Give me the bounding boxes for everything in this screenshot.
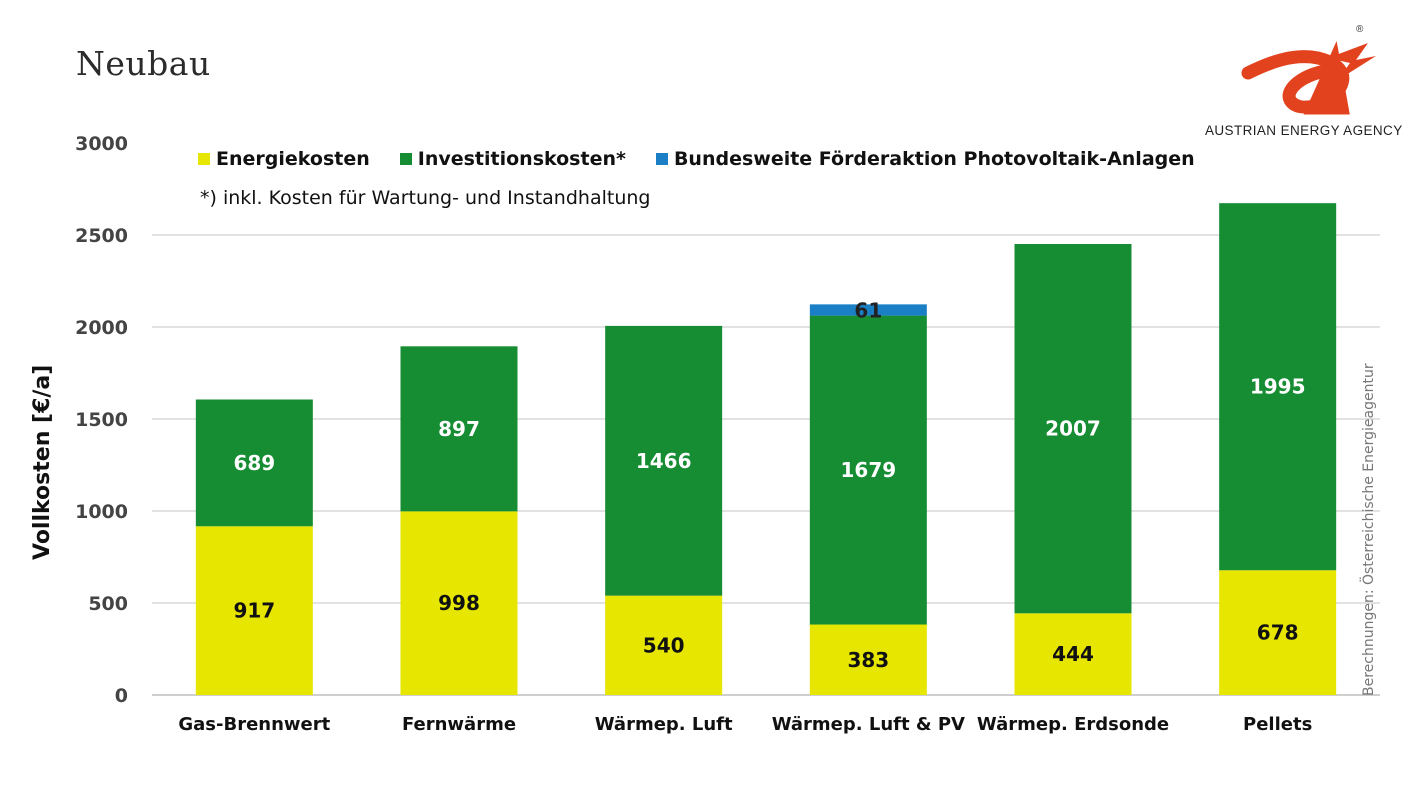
bar-energy [400, 511, 518, 695]
legend-footnote: *) inkl. Kosten für Wartung- und Instand… [200, 187, 651, 209]
source-note: Berechnungen: Österreichische Energieage… [1361, 363, 1377, 696]
austrian-energy-agency-logo: ® [1241, 24, 1376, 115]
bar-energy [605, 595, 723, 695]
y-tick-label: 2500 [75, 225, 128, 247]
bar-energy [195, 526, 313, 695]
data-label: 998 [438, 591, 480, 615]
data-label: 1466 [636, 449, 692, 473]
data-label: 917 [233, 599, 275, 623]
x-tick-label: Wärmep. Erdsonde [977, 714, 1169, 735]
logo-a-shape [1303, 40, 1350, 115]
bar-subsidy [809, 304, 927, 316]
x-tick-label: Wärmep. Luft [595, 714, 733, 735]
legend-swatch-investment [399, 153, 412, 165]
legend-label-subsidy: Bundesweite Förderaktion Photovoltaik-An… [673, 148, 1195, 170]
chart-legend: Energiekosten Investitionskosten* Bundes… [198, 148, 1195, 170]
data-label: 1995 [1250, 375, 1306, 399]
y-tick-label: 2000 [75, 317, 128, 339]
x-tick-label: Pellets [1243, 714, 1312, 735]
legend-swatch-subsidy [655, 153, 668, 165]
registered-mark: ® [1356, 24, 1364, 35]
bar-investment [195, 399, 313, 527]
brand-name: AUSTRIAN ENERGY AGENCY [1205, 123, 1403, 138]
logo-lightning [1328, 43, 1376, 80]
y-tick-label: 500 [88, 593, 128, 615]
legend-item-subsidy: Bundesweite Förderaktion Photovoltaik-An… [655, 148, 1195, 170]
y-tick-label: 3000 [75, 133, 128, 155]
data-label: 444 [1052, 642, 1094, 666]
legend-item-investment: Investitionskosten* [399, 148, 626, 170]
data-label: 383 [847, 648, 889, 672]
bar-investment [400, 346, 518, 512]
bar-investment [605, 325, 723, 596]
data-label: 540 [643, 633, 685, 657]
y-tick-label: 1000 [75, 501, 128, 523]
y-tick-label: 0 [115, 685, 128, 707]
bar-investment [1219, 203, 1337, 571]
data-label: 1679 [840, 458, 896, 482]
bar-energy [1014, 613, 1132, 695]
page-title: Neubau [76, 44, 211, 83]
x-tick-label: Wärmep. Luft & PV [772, 714, 965, 735]
data-label: 678 [1257, 621, 1299, 645]
data-label: 61 [854, 298, 882, 322]
x-tick-label: Gas-Brennwert [178, 714, 330, 735]
legend-label-energy: Energiekosten [216, 148, 370, 170]
data-label: 897 [438, 417, 480, 441]
legend-item-energy: Energiekosten [198, 148, 370, 170]
data-label: 2007 [1045, 417, 1101, 441]
bar-investment [1014, 244, 1132, 614]
legend-swatch-energy [198, 153, 210, 165]
bar-energy [1219, 570, 1337, 695]
bar-investment [809, 315, 927, 625]
data-label: 689 [233, 451, 275, 475]
y-tick-label: 1500 [75, 409, 128, 431]
legend-label-investment: Investitionskosten* [417, 148, 626, 170]
x-tick-label: Fernwärme [402, 714, 516, 735]
bar-energy [809, 624, 927, 695]
